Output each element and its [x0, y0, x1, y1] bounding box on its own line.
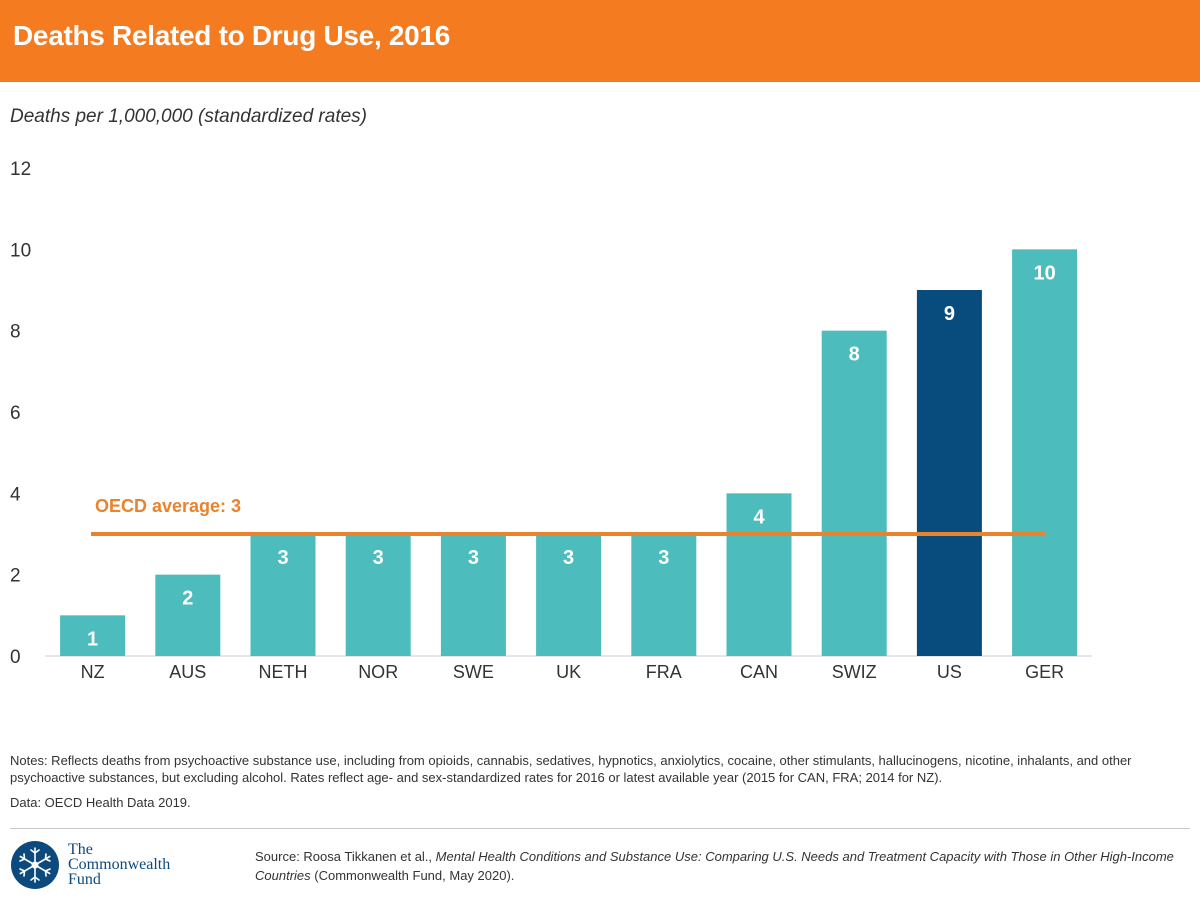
snowflake-seal-icon — [11, 841, 59, 889]
bar — [726, 493, 792, 656]
source-title: Mental Health Conditions and Substance U… — [255, 849, 1174, 883]
x-tick-label: SWE — [453, 662, 494, 682]
source-citation: Source: Roosa Tikkanen et al., Mental He… — [255, 847, 1185, 885]
source-suffix: (Commonwealth Fund, May 2020). — [310, 868, 515, 883]
bar — [1012, 249, 1078, 656]
logo-wordmark: The Commonwealth Fund — [68, 841, 171, 888]
data-label: 1 — [87, 628, 98, 650]
oecd-average-label: OECD average: 3 — [95, 496, 241, 516]
bar — [155, 574, 221, 656]
bar — [440, 534, 506, 656]
y-tick-label: 6 — [10, 403, 21, 424]
bar — [916, 290, 982, 656]
bar-chart: 0 2 4 6 8 10 12 1 NZ 2 AUS 3 NETH 3 NOR 3 SWE 3 UK 3 FRA 4 CAN… — [10, 159, 1092, 682]
y-axis-label: Deaths per 1,000,000 (standardized rates… — [10, 106, 367, 127]
data-label: 8 — [849, 344, 860, 366]
data-label: 3 — [277, 547, 288, 569]
y-tick-label: 0 — [10, 647, 21, 668]
bar — [821, 330, 887, 656]
bar — [345, 534, 411, 656]
x-tick-label: GER — [1025, 662, 1064, 682]
data-label: 10 — [1033, 262, 1055, 284]
data-label: 3 — [658, 547, 669, 569]
y-tick-label: 4 — [10, 484, 21, 505]
bar — [60, 615, 126, 656]
page-title: Deaths Related to Drug Use, 2016 — [13, 20, 450, 51]
x-tick-label: NZ — [81, 662, 105, 682]
source-prefix: Source: Roosa Tikkanen et al., — [255, 849, 436, 864]
data-label: 3 — [468, 547, 479, 569]
header-banner: Deaths Related to Drug Use, 2016 — [0, 0, 1200, 82]
x-tick-label: FRA — [646, 662, 682, 682]
data-label: 3 — [373, 547, 384, 569]
x-tick-label: US — [937, 662, 962, 682]
data-label: 4 — [753, 506, 765, 528]
logo-line-2: Commonwealth — [68, 856, 171, 873]
y-tick-label: 12 — [10, 159, 31, 180]
data-label: 3 — [563, 547, 574, 569]
y-tick-label: 10 — [10, 240, 31, 261]
bar — [631, 534, 697, 656]
logo-line-1: The — [68, 841, 93, 858]
divider — [10, 828, 1190, 829]
x-tick-label: AUS — [169, 662, 206, 682]
data-label: 2 — [182, 588, 193, 610]
commonwealth-fund-logo[interactable]: The Commonwealth Fund — [10, 840, 200, 894]
y-tick-label: 8 — [10, 322, 21, 343]
bar — [536, 534, 602, 656]
x-tick-label: SWIZ — [832, 662, 877, 682]
y-tick-label: 2 — [10, 566, 21, 587]
x-tick-label: NETH — [259, 662, 308, 682]
notes: Notes: Reflects deaths from psychoactive… — [10, 753, 1132, 785]
x-tick-label: CAN — [740, 662, 778, 682]
data-label: 9 — [944, 303, 955, 325]
logo-line-3: Fund — [68, 871, 101, 888]
bar — [250, 534, 316, 656]
data-source: Data: OECD Health Data 2019. — [10, 795, 191, 810]
x-tick-label: NOR — [358, 662, 398, 682]
x-tick-label: UK — [556, 662, 581, 682]
